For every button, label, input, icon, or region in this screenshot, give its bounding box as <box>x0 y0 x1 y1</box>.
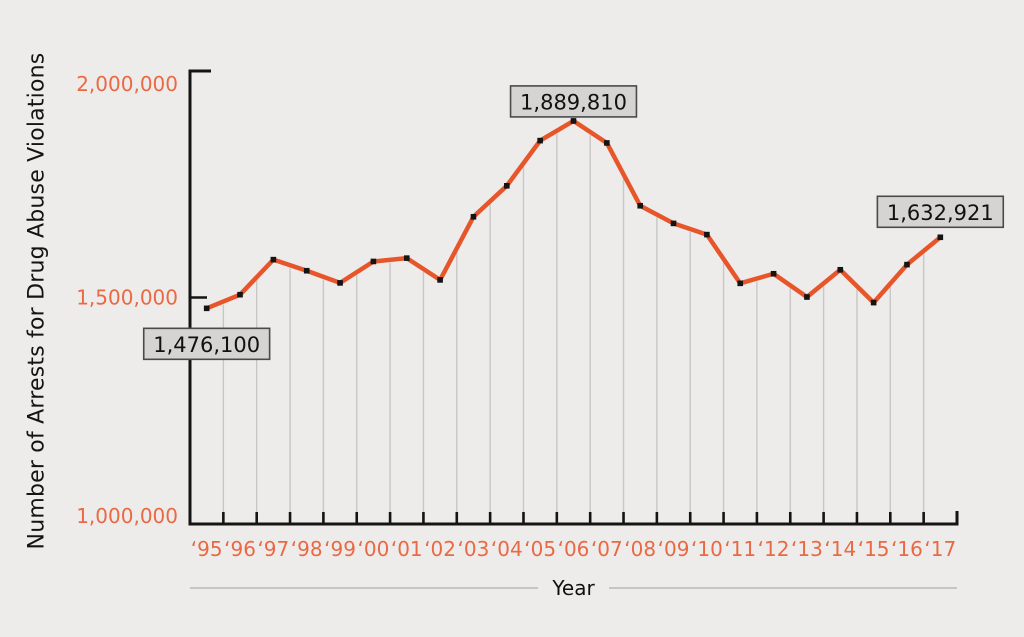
x-tick-label: ‘15 <box>858 537 890 561</box>
annotation-box <box>876 195 1005 229</box>
droplines-group <box>222 133 925 523</box>
x-tick-label: ‘02 <box>424 537 456 561</box>
data-point-marker <box>504 183 510 189</box>
annotation-box <box>509 85 638 118</box>
data-point-marker <box>303 267 310 274</box>
data-point-marker <box>403 255 410 261</box>
x-axis-rule-right <box>608 587 957 589</box>
data-line <box>204 118 943 311</box>
axis-frame <box>188 69 959 526</box>
annotation-label: 1,476,100 <box>153 333 260 357</box>
x-axis-title: Year <box>552 576 595 600</box>
x-tick-label: ‘95 <box>191 537 223 561</box>
data-point-marker <box>237 291 243 298</box>
data-point-marker <box>270 256 277 263</box>
x-tick-label: ‘11 <box>724 537 756 561</box>
data-point-marker <box>637 202 643 209</box>
y-tick-label: 2,000,000 <box>76 72 178 96</box>
x-tick-label: ‘12 <box>758 537 790 561</box>
x-tick-label: ‘97 <box>257 537 289 561</box>
axes-group <box>188 69 959 526</box>
x-tick-label: ‘17 <box>924 537 956 561</box>
x-axis-rule-left <box>190 587 539 589</box>
annotation-box <box>142 327 271 361</box>
x-tick-label: ‘04 <box>491 537 523 561</box>
data-series-group <box>203 118 944 312</box>
data-point-marker <box>837 266 844 273</box>
data-point-marker <box>737 280 744 287</box>
x-tick-label: ‘07 <box>591 537 623 561</box>
data-point-marker <box>537 137 543 144</box>
x-tick-label: ‘14 <box>824 537 856 561</box>
data-point-marker <box>337 280 343 286</box>
x-tick-label: ‘98 <box>291 537 323 561</box>
x-tick-label: ‘13 <box>791 537 823 561</box>
data-point-marker <box>937 234 944 241</box>
data-point-marker <box>203 305 210 312</box>
data-point-marker <box>570 118 577 124</box>
x-tick-label: ‘16 <box>891 537 923 561</box>
x-tick-label: ‘99 <box>324 537 356 561</box>
x-tick-label: ‘96 <box>224 537 256 561</box>
data-point-marker <box>437 277 443 283</box>
x-tick-label: ‘10 <box>691 537 723 561</box>
x-tick-label: ‘05 <box>524 537 556 561</box>
annotation-label: 1,889,810 <box>520 90 627 114</box>
data-point-marker <box>770 270 777 277</box>
y-tick-label: 1,000,000 <box>76 504 178 528</box>
x-tick-label: ‘09 <box>658 537 690 561</box>
data-point-marker <box>470 213 477 220</box>
data-point-marker <box>370 258 377 265</box>
annotations-group: 1,476,100 1,889,810 1,632,921 <box>142 85 1005 361</box>
x-tick-label: ‘03 <box>458 537 490 561</box>
data-point-marker <box>670 220 677 227</box>
data-point-marker <box>604 140 610 146</box>
x-tick-label: ‘01 <box>391 537 423 561</box>
data-point-marker <box>704 231 710 238</box>
data-point-marker <box>804 294 810 300</box>
y-tick-label: 1,500,000 <box>76 286 178 310</box>
tick-labels-group: ‘95 ‘96 ‘97 ‘98 ‘99 ‘00 ‘01 ‘02 ‘03 ‘04 ‘05 ‘06 ‘07 ‘… <box>76 72 956 561</box>
x-axis-title-row: Year <box>190 577 957 599</box>
data-point-marker <box>870 299 877 306</box>
x-tick-label: ‘06 <box>558 537 590 561</box>
x-tick-label: ‘00 <box>358 537 390 561</box>
annotation-label: 1,632,921 <box>887 201 994 225</box>
x-tick-label: ‘08 <box>624 537 656 561</box>
data-point-marker <box>904 261 910 268</box>
